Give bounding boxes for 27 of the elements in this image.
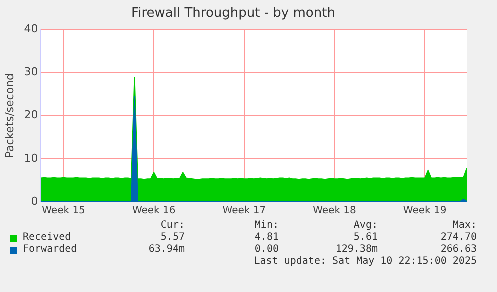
- text: 129.38m: [334, 244, 378, 256]
- y-tick-label: 30: [24, 66, 38, 79]
- x-tick-label: Week 17: [222, 206, 266, 217]
- text: Avg:: [352, 220, 378, 232]
- legend-label: Received: [23, 232, 72, 244]
- x-tick-label: Week 16: [132, 206, 176, 217]
- text: 266.63: [440, 244, 477, 256]
- text: Min:: [254, 220, 279, 232]
- y-tick-label: 10: [24, 152, 38, 165]
- y-axis-title: Packets/second: [3, 73, 16, 158]
- text: 5.61: [352, 232, 378, 244]
- x-tick-label: Week 18: [313, 206, 356, 217]
- text: Last update: Sat May 10 22:15:00 2025: [253, 256, 478, 268]
- y-tick-label: 20: [24, 108, 38, 122]
- y-tick-label: 0: [31, 194, 38, 208]
- legend-label: Forwarded: [23, 244, 78, 256]
- text: Max:: [452, 220, 477, 232]
- y-tick-label: 40: [24, 22, 38, 36]
- text: 4.81: [254, 232, 279, 244]
- x-tick-label: Week 15: [42, 206, 86, 217]
- text: 63.94m: [148, 244, 185, 256]
- text: 0.00: [254, 244, 279, 256]
- chart-title: Firewall Throughput - by month: [132, 6, 336, 22]
- text: Cur:: [160, 220, 185, 232]
- text: 274.70: [440, 232, 477, 244]
- text: 5.57: [160, 232, 185, 244]
- x-tick-label: Week 19: [403, 206, 447, 217]
